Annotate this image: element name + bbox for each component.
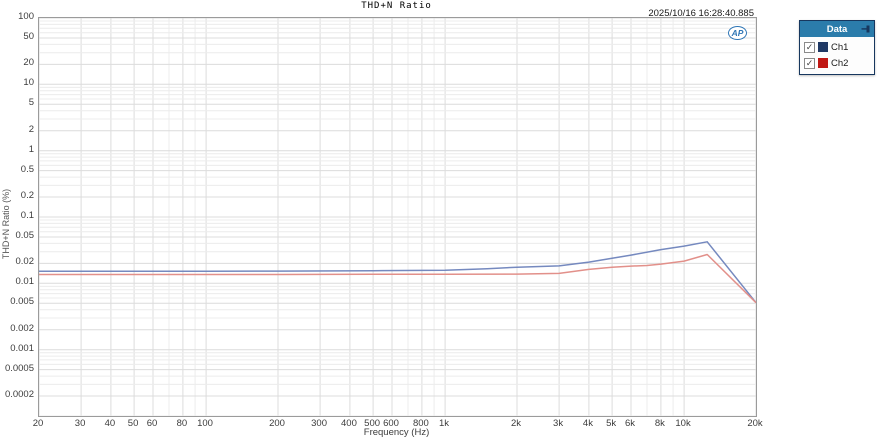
legend-header[interactable]: Data bbox=[800, 21, 874, 37]
legend-item-ch1[interactable]: ✓ Ch1 bbox=[800, 39, 874, 55]
x-tick-label: 20 bbox=[32, 418, 44, 429]
x-tick-label: 2k bbox=[510, 418, 522, 429]
y-tick-label: 1 bbox=[28, 143, 34, 155]
measurement-timestamp: 2025/10/16 16:28:40.885 bbox=[648, 8, 754, 19]
x-tick-label: 4k bbox=[582, 418, 593, 429]
y-tick-label: 0.0005 bbox=[4, 362, 34, 374]
chart-canvas bbox=[39, 18, 756, 416]
channel-label: Ch2 bbox=[831, 57, 849, 69]
y-tick-label: 20 bbox=[23, 57, 34, 69]
channel-label: Ch1 bbox=[831, 41, 849, 53]
y-tick-label: 0.001 bbox=[10, 342, 34, 354]
series-Ch2 bbox=[39, 253, 756, 304]
x-tick-label: 3k bbox=[553, 418, 564, 429]
x-tick-label: 200 bbox=[269, 418, 285, 429]
x-tick-label: 1k bbox=[439, 418, 450, 429]
series-Ch1 bbox=[39, 241, 756, 304]
pin-icon[interactable] bbox=[861, 25, 871, 33]
y-tick-label: 100 bbox=[18, 11, 34, 22]
x-tick-label: 10k bbox=[675, 418, 691, 429]
y-tick-label: 0.01 bbox=[15, 276, 35, 288]
ap-logo-icon: AP bbox=[728, 26, 747, 40]
y-tick-label: 0.005 bbox=[10, 296, 34, 308]
y-tick-label: 0.02 bbox=[15, 256, 35, 268]
x-tick-label: 100 bbox=[197, 418, 213, 429]
y-tick-label: 0.5 bbox=[20, 163, 34, 175]
chart-title: THD+N Ratio bbox=[361, 1, 432, 11]
y-tick-label: 0.0002 bbox=[4, 389, 34, 401]
x-tick-label: 800 bbox=[412, 418, 429, 429]
legend-item-ch2[interactable]: ✓ Ch2 bbox=[800, 55, 874, 71]
plot-area[interactable] bbox=[38, 17, 757, 417]
y-tick-label: 50 bbox=[23, 30, 34, 42]
x-tick-label: 40 bbox=[104, 418, 116, 429]
x-tick-label: 5k bbox=[606, 418, 617, 429]
legend-title: Data bbox=[826, 23, 848, 35]
x-tick-label: 500 bbox=[364, 418, 381, 429]
x-tick-label: 8k bbox=[654, 418, 665, 429]
x-tick-label: 80 bbox=[176, 418, 188, 429]
y-tick-label: 2 bbox=[28, 123, 34, 135]
x-tick-label: 20k bbox=[747, 418, 763, 429]
x-tick-label: 400 bbox=[341, 418, 357, 429]
series-color-swatch bbox=[818, 42, 828, 52]
x-tick-label: 30 bbox=[74, 418, 86, 429]
x-tick-label: 300 bbox=[311, 418, 328, 429]
y-tick-label: 0.002 bbox=[10, 322, 34, 334]
y-tick-label: 0.05 bbox=[15, 229, 35, 241]
x-axis-title: Frequency (Hz) bbox=[363, 427, 430, 438]
series-color-swatch bbox=[818, 58, 828, 68]
x-tick-label: 50 bbox=[127, 418, 139, 429]
channel-checkbox[interactable]: ✓ bbox=[804, 57, 815, 69]
y-axis-title: THD+N Ratio (%) bbox=[1, 188, 11, 260]
y-tick-label: 0.2 bbox=[20, 190, 34, 202]
y-tick-label: 10 bbox=[23, 77, 34, 89]
y-tick-label: 5 bbox=[28, 97, 34, 109]
x-tick-label: 600 bbox=[383, 418, 399, 429]
x-tick-label: 6k bbox=[625, 418, 636, 429]
channel-checkbox[interactable]: ✓ bbox=[804, 41, 815, 53]
data-legend-panel[interactable]: Data ✓ Ch1 ✓ Ch2 bbox=[799, 20, 875, 75]
y-tick-label: 0.1 bbox=[20, 210, 34, 221]
x-tick-label: 60 bbox=[146, 418, 158, 429]
legend-body: ✓ Ch1 ✓ Ch2 bbox=[800, 37, 874, 74]
